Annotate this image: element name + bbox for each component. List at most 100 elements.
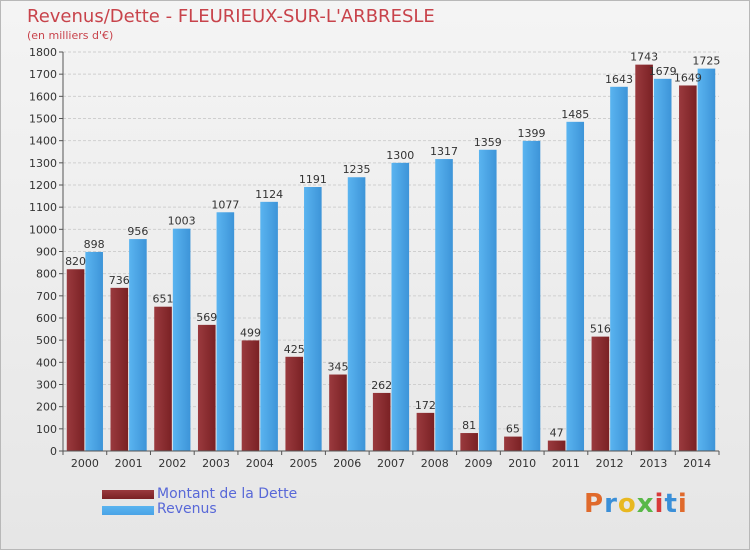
x-tick-label: 2012: [596, 457, 624, 470]
logo-letter: i: [677, 489, 688, 519]
legend-swatch-debt: [102, 490, 154, 499]
bar-revenue: [129, 239, 147, 451]
bar-revenue: [85, 251, 103, 451]
logo-letter: i: [654, 489, 665, 519]
y-tick-label: 700: [36, 290, 57, 303]
x-tick-label: 2013: [639, 457, 667, 470]
data-label-revenue: 1124: [255, 188, 283, 201]
data-label-revenue: 1077: [211, 198, 239, 211]
x-tick-label: 2011: [552, 457, 580, 470]
data-label-debt: 516: [590, 323, 611, 336]
data-label-debt: 47: [550, 427, 564, 440]
bar-debt: [591, 336, 610, 451]
bar-revenue: [610, 86, 628, 451]
data-label-debt: 569: [196, 311, 217, 324]
logo-letter: P: [584, 489, 605, 519]
y-tick-label: 1500: [29, 113, 57, 126]
data-label-debt: 81: [462, 419, 476, 432]
data-label-debt: 65: [506, 423, 520, 436]
bar-revenue: [391, 162, 410, 452]
data-label-revenue: 1317: [430, 145, 458, 158]
data-label-debt: 262: [371, 379, 392, 392]
x-tick-label: 2000: [71, 457, 99, 470]
bar-revenue: [304, 186, 322, 451]
x-tick-label: 2010: [508, 457, 536, 470]
data-label-revenue: 1643: [605, 73, 633, 86]
data-label-debt: 172: [415, 399, 436, 412]
data-label-revenue: 898: [84, 238, 105, 251]
legend-label-revenue: Revenus: [157, 501, 217, 517]
y-tick-label: 100: [36, 423, 57, 436]
bar-debt: [635, 64, 653, 451]
bar-revenue: [566, 121, 585, 451]
x-tick-label: 2005: [290, 457, 318, 470]
y-tick-label: 400: [36, 356, 57, 369]
bar-revenue: [522, 140, 541, 451]
data-label-debt: 736: [109, 274, 130, 287]
bar-debt: [241, 340, 260, 451]
proxiti-logo: Proxiti: [584, 489, 688, 519]
bar-debt: [329, 374, 347, 451]
data-label-revenue: 1485: [561, 108, 589, 121]
data-label-revenue: 1359: [474, 136, 502, 149]
x-tick-label: 2002: [158, 457, 186, 470]
bar-revenue: [653, 78, 672, 452]
data-label-debt: 651: [153, 293, 174, 306]
y-tick-label: 1400: [29, 135, 57, 148]
bar-debt: [460, 433, 478, 451]
bar-debt: [504, 436, 522, 451]
x-tick-label: 2004: [246, 457, 274, 470]
y-tick-label: 600: [36, 312, 57, 325]
bar-debt: [416, 412, 435, 451]
y-tick-label: 1300: [29, 157, 57, 170]
data-label-revenue: 1725: [692, 55, 720, 68]
x-tick-label: 2014: [683, 457, 711, 470]
x-tick-label: 2008: [421, 457, 449, 470]
data-label-revenue: 956: [127, 225, 148, 238]
y-tick-label: 1600: [29, 90, 57, 103]
x-tick-label: 2003: [202, 457, 230, 470]
data-label-debt: 499: [240, 326, 261, 339]
data-label-debt: 345: [327, 361, 348, 374]
x-tick-label: 2001: [115, 457, 143, 470]
y-tick-label: 1800: [29, 46, 57, 59]
data-label-debt: 1743: [630, 51, 658, 64]
data-label-revenue: 1235: [343, 163, 371, 176]
y-tick-label: 1000: [29, 223, 57, 236]
y-tick-label: 300: [36, 379, 57, 392]
y-tick-label: 500: [36, 334, 57, 347]
bar-revenue: [260, 201, 278, 451]
data-label-revenue: 1003: [168, 215, 196, 228]
bar-debt: [110, 287, 129, 451]
bar-revenue: [347, 177, 366, 451]
bar-debt: [547, 440, 566, 451]
bar-debt: [285, 356, 304, 451]
y-tick-label: 900: [36, 246, 57, 259]
data-label-revenue: 1399: [518, 127, 546, 140]
bar-debt: [154, 306, 172, 451]
logo-letter: r: [604, 489, 618, 519]
logo-letter: t: [664, 489, 678, 519]
data-label-revenue: 1679: [649, 65, 677, 78]
data-label-debt: 1649: [674, 71, 702, 84]
x-tick-label: 2009: [464, 457, 492, 470]
data-label-debt: 820: [65, 255, 86, 268]
y-tick-label: 800: [36, 268, 57, 281]
data-label-debt: 425: [284, 343, 305, 356]
y-tick-label: 1700: [29, 68, 57, 81]
x-tick-label: 2007: [377, 457, 405, 470]
y-tick-label: 1200: [29, 179, 57, 192]
chart-title: Revenus/Dette - FLEURIEUX-SUR-L'ARBRESLE: [27, 6, 435, 27]
y-tick-label: 1100: [29, 201, 57, 214]
bar-debt: [197, 324, 216, 451]
bar-revenue: [172, 228, 191, 451]
bar-revenue: [435, 159, 453, 451]
y-tick-label: 0: [50, 445, 57, 458]
bar-revenue: [478, 149, 497, 451]
bar-debt: [372, 392, 391, 451]
x-tick-label: 2006: [333, 457, 361, 470]
data-label-revenue: 1300: [386, 149, 414, 162]
bar-revenue: [697, 68, 716, 451]
